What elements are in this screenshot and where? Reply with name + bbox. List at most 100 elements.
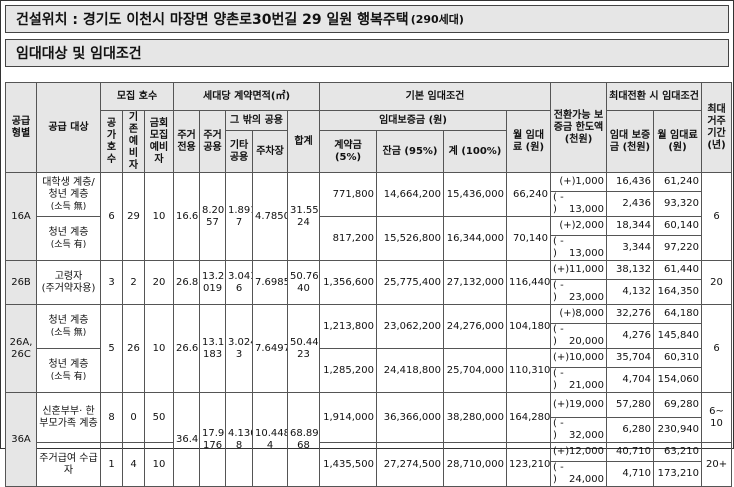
max-deposit: 16,436 <box>606 172 655 192</box>
header-supply-units: 공가 호수 <box>100 110 123 173</box>
area-other: 4.130 8 <box>225 392 254 487</box>
max-monthly: 164,350 <box>653 279 703 305</box>
balance: 15,526,800 <box>376 216 445 261</box>
existing-reserve: 4 <box>122 442 145 487</box>
max-deposit: 35,704 <box>606 348 655 368</box>
header-common: 주거 공용 <box>199 110 227 173</box>
header-deposit: 임대보증금 (원) <box>319 110 508 131</box>
convert-amount: (+)10,000 <box>550 348 608 368</box>
contract: 1,356,600 <box>319 260 378 305</box>
supply-units: 3 <box>100 260 123 305</box>
area-total: 50.76 40 <box>287 260 321 305</box>
area-total: 68.89 68 <box>287 392 321 487</box>
area-exclusive: 16.67 <box>173 172 201 261</box>
max-monthly: 154,060 <box>653 367 703 393</box>
header-basic: 기본 임대조건 <box>319 82 552 111</box>
existing-reserve: 26 <box>122 304 145 393</box>
monthly-rent: 116,440 <box>506 260 552 305</box>
max-deposit: 4,710 <box>606 461 655 487</box>
convert-amount: ( - ) 13,000 <box>550 235 608 261</box>
supply-target: 청년 계층 (소득 有) <box>36 348 101 393</box>
max-deposit: 40,710 <box>606 442 655 462</box>
rental-conditions-table: 공급 형별 공급 대상 모집 호수 세대당 계약면적(㎡) 기본 임대조건 전환… <box>5 82 733 487</box>
supply-units: 6 <box>100 172 123 261</box>
convert-amount: ( - ) 32,000 <box>550 417 608 443</box>
contract: 771,800 <box>319 172 378 217</box>
max-monthly: 69,280 <box>653 392 703 418</box>
max-period: 6 <box>701 172 733 261</box>
area-total: 50.44 23 <box>287 304 321 393</box>
monthly-rent: 66,240 <box>506 172 552 217</box>
balance: 24,418,800 <box>376 348 445 393</box>
deposit-total: 25,704,000 <box>443 348 508 393</box>
monthly-rent: 104,180 <box>506 304 552 349</box>
convert-amount: (+)1,000 <box>550 172 608 192</box>
max-monthly: 61,240 <box>653 172 703 192</box>
max-monthly: 97,220 <box>653 235 703 261</box>
contract: 1,213,800 <box>319 304 378 349</box>
area-total: 31.55 24 <box>287 172 321 261</box>
title-units: (290세대) <box>410 13 464 26</box>
supply-type: 16A <box>5 172 37 261</box>
header-other: 기타 공용 <box>225 130 254 173</box>
area-common: 13.2 019 <box>199 260 227 305</box>
area-parking: 7.6985 <box>252 260 289 305</box>
header-this-reserve: 금회 모집 예비자 <box>143 110 175 173</box>
this-reserve: 10 <box>143 442 175 487</box>
area-parking: 10.448 4 <box>252 392 289 487</box>
supply-target: 청년 계층 (소득 有) <box>36 216 101 261</box>
header-monthly: 월 임대료 (원) <box>506 110 552 173</box>
max-deposit: 32,276 <box>606 304 655 324</box>
max-deposit: 3,344 <box>606 235 655 261</box>
area-other: 3.043 6 <box>225 260 254 305</box>
balance: 27,274,500 <box>376 442 445 487</box>
supply-units: 5 <box>100 304 123 393</box>
convert-amount: ( - ) 23,000 <box>550 279 608 305</box>
max-deposit: 4,132 <box>606 279 655 305</box>
area-exclusive: 26.82 <box>173 260 201 305</box>
max-monthly: 63,210 <box>653 442 703 462</box>
max-period: 20 <box>701 260 733 305</box>
supply-target: 신혼부부· 한부모가족 계층 <box>36 392 101 443</box>
area-common: 17.9 176 <box>199 392 227 487</box>
existing-reserve: 2 <box>122 260 145 305</box>
balance: 36,366,000 <box>376 392 445 443</box>
contract: 1,285,200 <box>319 348 378 393</box>
header-area: 세대당 계약면적(㎡) <box>173 82 321 111</box>
convert-amount: ( - ) 21,000 <box>550 367 608 393</box>
area-exclusive: 36.40 <box>173 392 201 487</box>
monthly-rent: 110,310 <box>506 348 552 393</box>
max-deposit: 38,132 <box>606 260 655 280</box>
max-deposit: 4,704 <box>606 367 655 393</box>
convert-amount: (+)12,000 <box>550 442 608 462</box>
deposit-total: 15,436,000 <box>443 172 508 217</box>
supply-target: 주거급여 수급자 <box>36 442 101 487</box>
monthly-rent: 123,210 <box>506 442 552 487</box>
monthly-rent: 164,280 <box>506 392 552 443</box>
contract: 817,200 <box>319 216 378 261</box>
header-contract: 계약금 (5%) <box>319 130 378 173</box>
existing-reserve: 29 <box>122 172 145 261</box>
max-period: 6~ 10 <box>701 392 733 443</box>
balance: 25,775,400 <box>376 260 445 305</box>
header-existing-reserve: 기존 예비자 <box>122 110 145 173</box>
max-deposit: 2,436 <box>606 191 655 217</box>
supply-units: 1 <box>100 442 123 487</box>
max-deposit: 6,280 <box>606 417 655 443</box>
supply-type: 26A, 26C <box>5 304 37 393</box>
convert-amount: ( - ) 24,000 <box>550 461 608 487</box>
max-monthly: 64,180 <box>653 304 703 324</box>
this-reserve: 20 <box>143 260 175 305</box>
deposit-total: 27,132,000 <box>443 260 508 305</box>
area-common: 13.1 183 <box>199 304 227 393</box>
supply-target: 청년 계층 (소득 無) <box>36 304 101 349</box>
supply-type: 26B <box>5 260 37 305</box>
deposit-total: 38,280,000 <box>443 392 508 443</box>
max-period: 20+ <box>701 442 733 487</box>
max-monthly: 173,210 <box>653 461 703 487</box>
title-label: 건설위치 : <box>16 12 78 28</box>
max-deposit: 18,344 <box>606 216 655 236</box>
header-total: 합계 <box>287 110 321 173</box>
monthly-rent: 70,140 <box>506 216 552 261</box>
area-parking: 4.7850 <box>252 172 289 261</box>
